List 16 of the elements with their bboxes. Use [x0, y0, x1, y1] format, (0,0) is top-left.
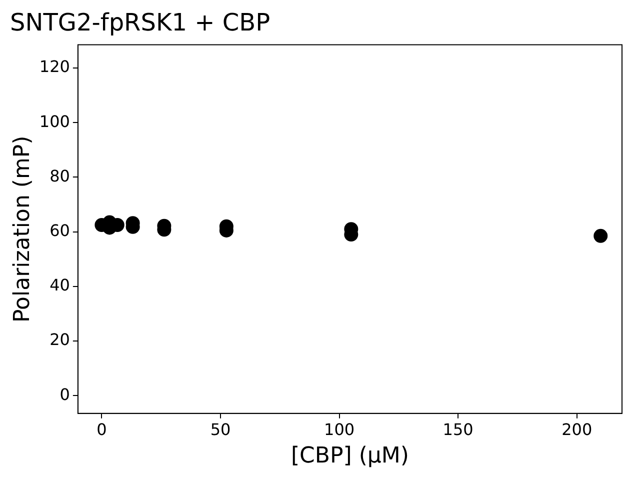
y-tick-label: 40: [50, 276, 70, 295]
y-tick-label: 0: [60, 384, 70, 404]
point: [594, 228, 608, 243]
x-tick-label: 100: [324, 420, 355, 440]
y-tick-label: 60: [50, 220, 70, 240]
x-tick-label: 50: [210, 420, 231, 440]
x-tick-label: 150: [442, 420, 474, 440]
y-tick-label: 80: [50, 166, 70, 186]
y-tick-label: 100: [39, 112, 70, 131]
y-axis-title: Polarization (mP): [10, 136, 35, 322]
y-tick-label: 120: [39, 57, 70, 76]
chart-title: SNTG2-fpRSK1 + CBP: [10, 8, 270, 37]
x-tick-label: 0: [96, 420, 107, 440]
y-tick-label: 20: [50, 330, 70, 350]
x-axis-title: [CBP] (µM): [290, 444, 409, 469]
x-tick-label: 200: [562, 420, 592, 440]
